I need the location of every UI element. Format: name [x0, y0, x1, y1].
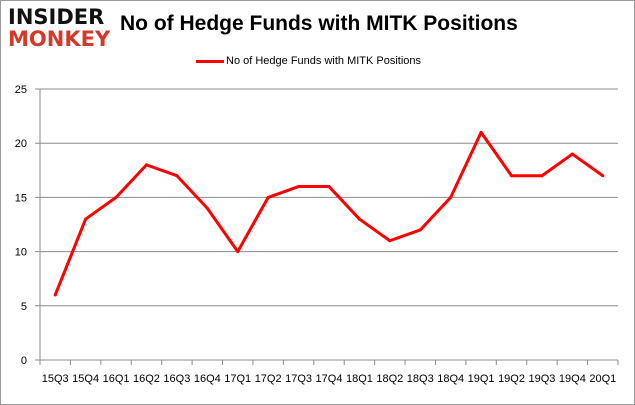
- data-point: [114, 195, 118, 199]
- data-point: [327, 185, 331, 189]
- data-point: [205, 206, 209, 210]
- data-point: [84, 217, 88, 221]
- y-tick-label: 20: [15, 138, 27, 150]
- x-tick-label: 16Q4: [194, 373, 221, 385]
- data-point: [297, 185, 301, 189]
- x-tick-label: 18Q1: [346, 373, 373, 385]
- data-point: [601, 174, 605, 178]
- x-tick-label: 15Q3: [42, 373, 69, 385]
- data-point: [175, 174, 179, 178]
- data-point: [388, 239, 392, 243]
- y-tick-label: 0: [21, 355, 27, 367]
- data-point: [236, 250, 240, 254]
- data-point: [357, 217, 361, 221]
- x-tick-label: 19Q4: [559, 373, 586, 385]
- x-tick-label: 16Q3: [163, 373, 190, 385]
- logo-line1: INSIDER: [8, 5, 105, 29]
- chart-title: No of Hedge Funds with MITK Positions: [120, 12, 518, 35]
- y-tick-label: 15: [15, 192, 27, 204]
- x-tick-label: 16Q2: [133, 373, 160, 385]
- logo-line2: MONKEY: [8, 27, 111, 51]
- data-point: [418, 228, 422, 232]
- x-tick-label: 18Q3: [407, 373, 434, 385]
- data-point: [479, 130, 483, 134]
- y-tick-label: 5: [21, 301, 27, 313]
- x-tick-label: 17Q3: [285, 373, 312, 385]
- y-tick-label: 25: [15, 84, 27, 96]
- x-tick-label: 18Q4: [437, 373, 464, 385]
- x-tick-label: 16Q1: [103, 373, 130, 385]
- data-point: [510, 174, 514, 178]
- x-tick-label: 17Q1: [224, 373, 251, 385]
- legend-swatch: [196, 59, 224, 63]
- data-point: [53, 293, 57, 297]
- series-line: [53, 130, 604, 296]
- y-tick-label: 10: [15, 247, 27, 259]
- data-point: [540, 174, 544, 178]
- x-tick-label: 17Q2: [255, 373, 282, 385]
- data-point: [449, 195, 453, 199]
- data-point: [144, 163, 148, 167]
- legend: No of Hedge Funds with MITK Positions: [196, 55, 421, 67]
- x-tick-label: 18Q2: [376, 373, 403, 385]
- x-tick-label: 19Q2: [498, 373, 525, 385]
- x-tick-label: 19Q1: [468, 373, 495, 385]
- data-point: [266, 195, 270, 199]
- x-tick-label: 15Q4: [72, 373, 99, 385]
- legend-label: No of Hedge Funds with MITK Positions: [226, 55, 422, 67]
- x-tick-label: 19Q3: [528, 373, 555, 385]
- data-point: [570, 152, 574, 156]
- x-tick-label: 17Q4: [316, 373, 343, 385]
- x-tick-label: 20Q1: [589, 373, 616, 385]
- insider-monkey-logo: INSIDER MONKEY: [8, 6, 110, 50]
